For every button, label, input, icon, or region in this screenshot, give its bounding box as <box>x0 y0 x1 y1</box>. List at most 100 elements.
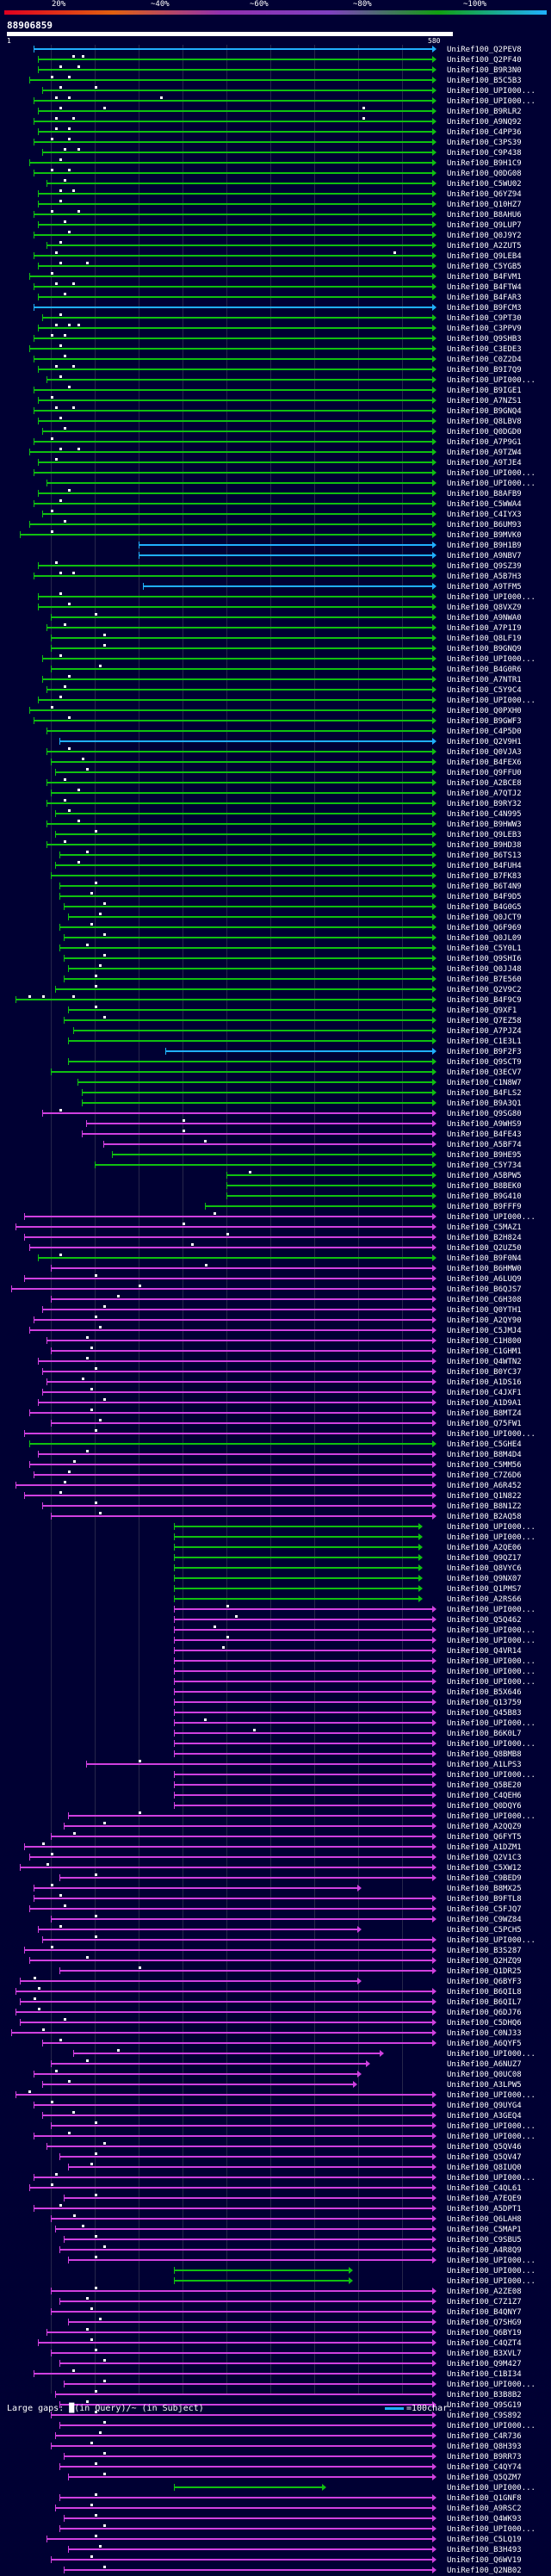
hit-alignment-bar[interactable] <box>46 778 436 786</box>
hit-alignment-bar[interactable] <box>51 634 436 641</box>
hit-row[interactable]: UniRef100_Q9SHI6 <box>0 954 551 964</box>
hit-alignment-bar[interactable] <box>85 1119 436 1127</box>
hit-label[interactable]: UniRef100_C9BED9 <box>447 1874 522 1883</box>
hit-label[interactable]: UniRef100_Q9QZ17 <box>447 1554 522 1563</box>
hit-alignment-bar[interactable] <box>15 1987 436 1995</box>
hit-row[interactable]: UniRef100_Q8VXZ9 <box>0 603 551 613</box>
hit-row[interactable]: UniRef100_Q0VJA3 <box>0 747 551 758</box>
hit-label[interactable]: UniRef100_Q0DQY6 <box>447 1802 522 1811</box>
hit-row[interactable]: UniRef100_A9RSC2 <box>0 2504 551 2514</box>
hit-row[interactable]: UniRef100_A9TZW4 <box>0 448 551 458</box>
hit-alignment-bar[interactable] <box>173 1605 436 1613</box>
hit-alignment-bar[interactable] <box>37 1357 436 1365</box>
hit-label[interactable]: UniRef100_C4JXF1 <box>447 1389 522 1397</box>
hit-alignment-bar[interactable] <box>37 189 436 197</box>
hit-row[interactable]: UniRef100_C4QZT4 <box>0 2338 551 2349</box>
hit-label[interactable]: UniRef100_A1D9A1 <box>447 1399 522 1408</box>
hit-label[interactable]: UniRef100_A3LPW5 <box>447 2081 522 2090</box>
hit-row[interactable]: UniRef100_A9TJE4 <box>0 458 551 468</box>
hit-alignment-bar[interactable] <box>173 1564 424 1571</box>
hit-row[interactable]: UniRef100_UPI000... <box>0 2524 551 2535</box>
hit-row[interactable]: UniRef100_C5PCH5 <box>0 1925 551 1935</box>
hit-label[interactable]: UniRef100_B6UM93 <box>447 521 522 529</box>
hit-alignment-bar[interactable] <box>33 406 436 414</box>
hit-row[interactable]: UniRef100_C4P5D0 <box>0 727 551 737</box>
hit-label[interactable]: UniRef100_C5GHE4 <box>447 1440 522 1449</box>
hit-row[interactable]: UniRef100_C5WWA4 <box>0 499 551 510</box>
hit-label[interactable]: UniRef100_A7QTJ2 <box>447 790 522 798</box>
hit-row[interactable]: UniRef100_A5BPW5 <box>0 1171 551 1181</box>
hit-row[interactable]: UniRef100_B9F0N4 <box>0 1254 551 1264</box>
hit-row[interactable]: UniRef100_B2H824 <box>0 1233 551 1243</box>
hit-row[interactable]: UniRef100_Q5BE20 <box>0 1780 551 1791</box>
hit-alignment-bar[interactable] <box>173 1668 436 1675</box>
hit-alignment-bar[interactable] <box>173 1678 436 1685</box>
hit-row[interactable]: UniRef100_Q0PXH0 <box>0 706 551 716</box>
hit-alignment-bar[interactable] <box>37 1254 436 1261</box>
hit-label[interactable]: UniRef100_Q9SHB3 <box>447 335 522 344</box>
hit-label[interactable]: UniRef100_C5MAP1 <box>447 2226 522 2234</box>
hit-label[interactable]: UniRef100_B4FE43 <box>447 1130 522 1139</box>
hit-alignment-bar[interactable] <box>33 2070 362 2078</box>
hit-row[interactable]: UniRef100_UPI000... <box>0 1935 551 1946</box>
hit-row[interactable]: UniRef100_B4FAR3 <box>0 293 551 303</box>
hit-alignment-bar[interactable] <box>37 458 436 466</box>
hit-row[interactable]: UniRef100_B6T4N9 <box>0 882 551 892</box>
hit-alignment-bar[interactable] <box>24 1233 436 1241</box>
hit-alignment-bar[interactable] <box>28 1904 436 1912</box>
hit-alignment-bar[interactable] <box>51 758 436 765</box>
hit-label[interactable]: UniRef100_Q7EZ58 <box>447 1017 522 1025</box>
hit-alignment-bar[interactable] <box>59 2359 436 2367</box>
hit-row[interactable]: UniRef100_C6H308 <box>0 1295 551 1305</box>
hit-row[interactable]: UniRef100_C4QY74 <box>0 2462 551 2473</box>
hit-alignment-bar[interactable] <box>33 210 436 218</box>
hit-row[interactable]: UniRef100_B8AHU6 <box>0 210 551 220</box>
hit-alignment-bar[interactable] <box>46 820 436 827</box>
hit-row[interactable]: UniRef100_Q8H393 <box>0 2442 551 2452</box>
hit-label[interactable]: UniRef100_Q2NB02 <box>447 2567 522 2575</box>
hit-label[interactable]: UniRef100_B9FCM3 <box>447 304 522 313</box>
hit-label[interactable]: UniRef100_B6T4N9 <box>447 882 522 891</box>
hit-row[interactable]: UniRef100_B8M4D4 <box>0 1450 551 1460</box>
hit-alignment-bar[interactable] <box>173 1781 436 1788</box>
hit-label[interactable]: UniRef100_Q4VR14 <box>447 1647 522 1656</box>
hit-label[interactable]: UniRef100_C4R736 <box>447 2432 522 2441</box>
hit-label[interactable]: UniRef100_A2BCE8 <box>447 779 522 788</box>
hit-alignment-bar[interactable] <box>46 2328 436 2336</box>
hit-alignment-bar[interactable] <box>28 1243 436 1251</box>
hit-row[interactable]: UniRef100_UPI000... <box>0 2090 551 2101</box>
hit-label[interactable]: UniRef100_A5DPT1 <box>447 2205 522 2214</box>
hit-alignment-bar[interactable] <box>173 1625 436 1633</box>
hit-row[interactable]: UniRef100_C5JMJ4 <box>0 1326 551 1336</box>
hit-alignment-bar[interactable] <box>173 1729 436 1737</box>
hit-label[interactable]: UniRef100_A1DS16 <box>447 1378 522 1387</box>
hit-alignment-bar[interactable] <box>28 1460 436 1468</box>
hit-alignment-bar[interactable] <box>173 1575 424 1582</box>
hit-label[interactable]: UniRef100_C4QL61 <box>447 2184 522 2193</box>
hit-row[interactable]: UniRef100_B4FLS2 <box>0 1088 551 1099</box>
hit-alignment-bar[interactable] <box>68 913 436 920</box>
hit-row[interactable]: UniRef100_Q0DG08 <box>0 169 551 179</box>
hit-alignment-bar[interactable] <box>28 1326 436 1334</box>
hit-row[interactable]: UniRef100_A2QE06 <box>0 1543 551 1553</box>
hit-alignment-bar[interactable] <box>64 933 436 941</box>
hit-label[interactable]: UniRef100_A2QY90 <box>447 1316 522 1325</box>
hit-row[interactable]: UniRef100_Q0UC08 <box>0 2070 551 2080</box>
hit-alignment-bar[interactable] <box>33 716 436 724</box>
hit-label[interactable]: UniRef100_B2AQ58 <box>447 1513 522 1521</box>
hit-alignment-bar[interactable] <box>51 1264 436 1272</box>
hit-row[interactable]: UniRef100_C5MAZ1 <box>0 1223 551 1233</box>
hit-row[interactable]: UniRef100_Q9SCT9 <box>0 1057 551 1068</box>
hit-row[interactable]: UniRef100_B9FCM3 <box>0 303 551 313</box>
hit-label[interactable]: UniRef100_Q6BYF3 <box>447 1978 522 1986</box>
hit-alignment-bar[interactable] <box>173 1792 436 1799</box>
hit-alignment-bar[interactable] <box>41 654 436 662</box>
hit-row[interactable]: UniRef100_B7FK83 <box>0 871 551 882</box>
hit-row[interactable]: UniRef100_A3LPW5 <box>0 2080 551 2090</box>
hit-row[interactable]: UniRef100_C4R736 <box>0 2431 551 2442</box>
hit-alignment-bar[interactable] <box>33 1316 436 1323</box>
hit-alignment-bar[interactable] <box>51 1068 436 1075</box>
hit-alignment-bar[interactable] <box>28 76 436 84</box>
hit-alignment-bar[interactable] <box>226 1182 436 1189</box>
hit-alignment-bar[interactable] <box>33 2132 436 2139</box>
